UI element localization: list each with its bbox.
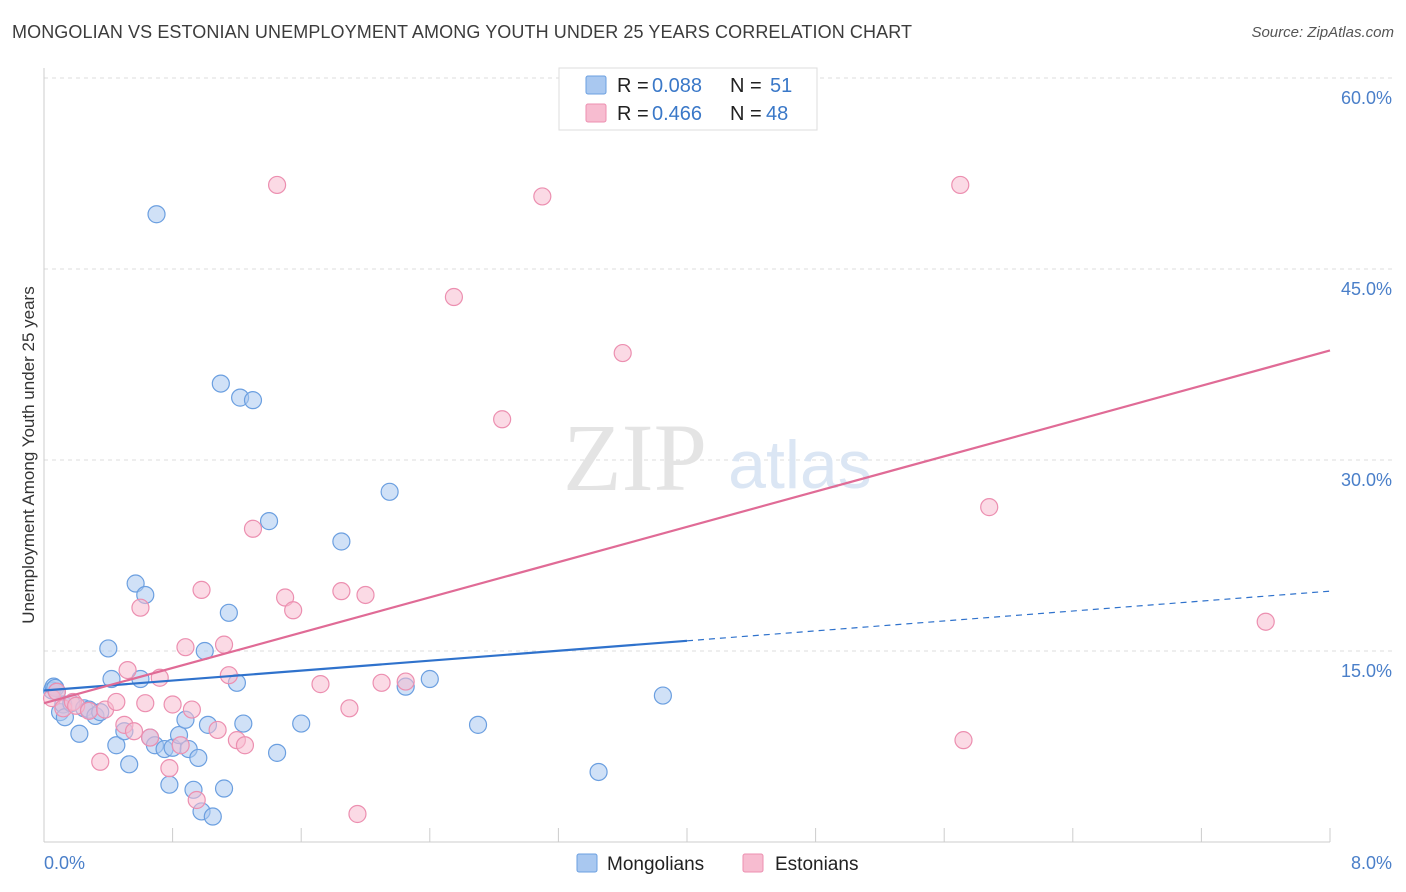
legend-n-value-mongolians: 51 <box>770 75 792 97</box>
watermark-atlas: atlas <box>728 427 872 503</box>
data-point-estonians <box>171 736 190 755</box>
data-point-mongolians <box>189 748 208 768</box>
data-point-estonians <box>613 343 632 363</box>
bottom-legend-swatch-estonians <box>742 853 764 873</box>
data-point-estonians <box>160 759 179 778</box>
data-point-estonians <box>348 804 367 824</box>
legend-swatch-mongolians <box>585 75 607 95</box>
data-point-estonians <box>493 410 512 429</box>
data-point-estonians <box>356 585 375 605</box>
data-point-estonians <box>954 731 973 750</box>
data-point-mongolians <box>99 639 118 658</box>
trend-line-estonians <box>43 349 1331 705</box>
legend-n-label-estonians: N = <box>730 103 762 125</box>
trend-line-mongolians-extension <box>686 590 1331 642</box>
data-point-mongolians <box>653 686 672 705</box>
series-mongolians <box>42 205 672 826</box>
data-point-mongolians <box>147 205 166 224</box>
data-point-mongolians <box>468 715 488 734</box>
data-point-estonians <box>208 720 227 740</box>
data-point-mongolians <box>107 736 126 755</box>
data-point-estonians <box>118 660 137 680</box>
legend-bottom: Mongolians Estonians <box>576 853 858 875</box>
legend-r-value-mongolians: 0.088 <box>652 75 702 97</box>
data-point-estonians <box>136 694 155 713</box>
y-axis-label: Unemployment Among Youth under 25 years <box>19 286 38 623</box>
y-tick-label: 45.0% <box>1341 279 1392 299</box>
data-point-estonians <box>192 580 211 599</box>
data-point-estonians <box>91 752 110 771</box>
data-point-estonians <box>311 675 330 694</box>
data-point-estonians <box>235 736 255 755</box>
data-point-mongolians <box>219 603 238 622</box>
data-point-estonians <box>284 601 303 620</box>
data-point-estonians <box>124 722 144 741</box>
y-tick-labels: 15.0% 30.0% 45.0% 60.0% <box>1341 88 1392 681</box>
source-label: Source: ZipAtlas.com <box>1251 24 1394 41</box>
data-point-mongolians <box>160 775 179 794</box>
y-tick-label: 60.0% <box>1341 88 1392 108</box>
data-point-estonians <box>140 728 160 747</box>
data-point-mongolians <box>214 779 234 798</box>
data-point-mongolians <box>203 807 222 826</box>
bottom-legend-swatch-mongolians <box>576 853 598 873</box>
y-tick-label: 15.0% <box>1341 661 1392 681</box>
data-point-estonians <box>396 672 415 691</box>
data-point-mongolians <box>234 714 253 733</box>
x-tick-label-max: 8.0% <box>1351 853 1392 873</box>
data-point-mongolians <box>70 724 89 743</box>
legend-r-label-mongolians: R = <box>617 75 649 97</box>
data-point-estonians <box>107 692 126 712</box>
legend-r-value-estonians: 0.466 <box>652 103 702 125</box>
data-point-estonians <box>243 519 263 538</box>
data-point-estonians <box>267 175 287 195</box>
trend-lines <box>43 349 1331 705</box>
data-point-estonians <box>372 673 391 692</box>
y-tick-label: 30.0% <box>1341 470 1392 490</box>
bottom-legend-label-mongolians: Mongolians <box>607 854 704 875</box>
data-point-estonians <box>214 635 234 654</box>
data-point-estonians <box>444 287 464 307</box>
trend-line-mongolians <box>43 639 688 692</box>
x-axis-ticks <box>172 828 1331 842</box>
data-point-estonians <box>163 695 182 714</box>
data-point-mongolians <box>420 669 439 689</box>
data-point-estonians <box>980 498 999 517</box>
x-tick-label-min: 0.0% <box>44 853 85 873</box>
data-point-estonians <box>340 699 359 718</box>
data-point-estonians <box>951 175 970 195</box>
data-point-estonians <box>187 790 206 810</box>
data-point-estonians <box>533 187 552 206</box>
data-point-mongolians <box>267 743 287 762</box>
legend-top: R = 0.088 N = 51 R = 0.466 N = 48 <box>558 67 818 131</box>
data-point-mongolians <box>292 714 311 733</box>
data-point-estonians <box>79 701 99 720</box>
data-point-estonians <box>131 598 150 617</box>
data-point-estonians <box>332 582 351 601</box>
data-point-estonians <box>176 638 195 657</box>
data-point-mongolians <box>211 374 230 393</box>
data-point-mongolians <box>259 512 279 531</box>
data-point-mongolians <box>380 482 399 501</box>
legend-swatch-estonians <box>585 103 607 123</box>
chart-title: MONGOLIAN VS ESTONIAN UNEMPLOYMENT AMONG… <box>12 22 913 42</box>
gridlines <box>44 77 1392 652</box>
data-point-estonians <box>1256 612 1275 631</box>
data-point-mongolians <box>332 532 351 551</box>
legend-n-label-mongolians: N = <box>730 75 762 97</box>
data-point-mongolians <box>243 391 263 410</box>
data-point-mongolians <box>589 762 608 782</box>
data-point-mongolians <box>120 755 139 774</box>
legend-n-value-estonians: 48 <box>766 103 788 125</box>
data-point-estonians <box>182 700 201 719</box>
legend-r-label-estonians: R = <box>617 103 649 125</box>
bottom-legend-label-estonians: Estonians <box>775 854 858 875</box>
watermark-zip: ZIP <box>563 404 707 511</box>
